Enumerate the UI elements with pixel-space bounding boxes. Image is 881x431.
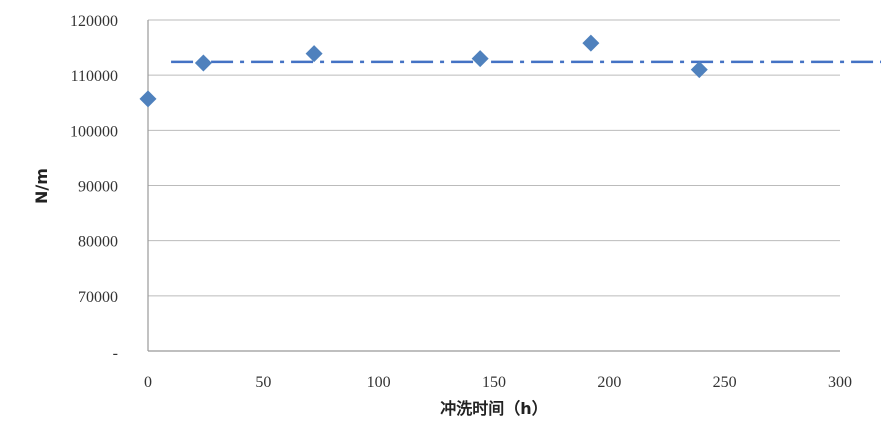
y-tick-labels: - 70000 80000 90000 100000 110000 120000	[70, 13, 118, 362]
data-point	[582, 34, 600, 52]
data-points	[139, 34, 708, 108]
x-tick-label: 50	[255, 374, 271, 391]
y-tick-label: 80000	[78, 234, 118, 251]
x-tick-label: 0	[144, 374, 152, 391]
data-point	[194, 54, 212, 72]
data-point	[471, 50, 489, 68]
data-point	[139, 90, 157, 108]
y-tick-label: 120000	[70, 13, 118, 30]
data-point	[690, 61, 708, 79]
x-tick-label: 100	[367, 374, 391, 391]
x-axis-label: 冲洗时间（h）	[440, 399, 547, 418]
y-tick-label: 70000	[78, 289, 118, 306]
data-point	[305, 45, 323, 63]
y-tick-label: 110000	[71, 68, 118, 85]
x-tick-label: 150	[482, 374, 506, 391]
y-axis-label: N/m	[32, 168, 51, 204]
y-tick-label: 100000	[70, 123, 118, 140]
gridlines	[148, 19, 840, 297]
x-tick-labels: 0 50 100 150 200 250 300	[144, 374, 852, 391]
x-tick-label: 250	[713, 374, 737, 391]
x-tick-label: 300	[828, 374, 852, 391]
y-tick-label: 90000	[78, 179, 118, 196]
y-tick-label: -	[113, 345, 118, 362]
x-tick-label: 200	[597, 374, 621, 391]
